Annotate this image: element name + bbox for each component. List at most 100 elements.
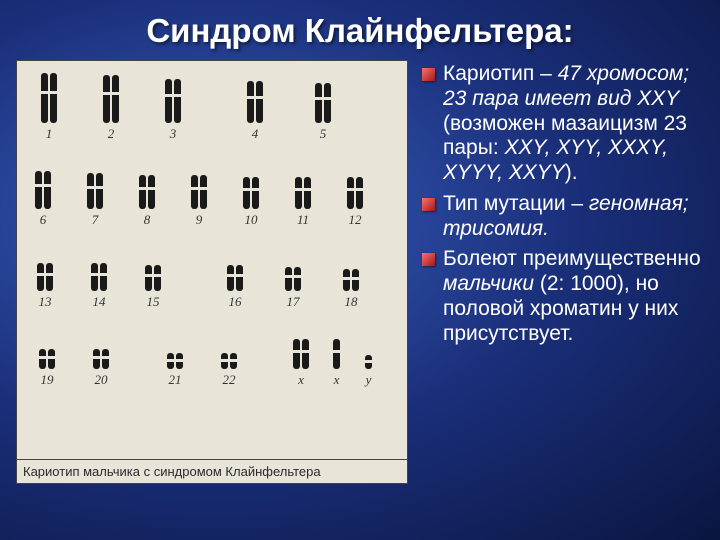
chromosome-number: 20 bbox=[95, 372, 108, 388]
text-run: Болеют преимущественно bbox=[443, 247, 701, 270]
chromatid bbox=[304, 177, 311, 209]
chromatid bbox=[365, 355, 372, 369]
chromosome-number: x bbox=[334, 372, 340, 388]
chromosome-shapes bbox=[139, 157, 155, 209]
chromosome-shapes bbox=[93, 317, 109, 369]
chromosome-shapes bbox=[247, 71, 263, 123]
chromatid bbox=[200, 175, 207, 209]
chromosome-shapes bbox=[315, 71, 331, 123]
chromatid bbox=[247, 81, 254, 123]
chromatid bbox=[96, 173, 103, 209]
chromosome-pair: x bbox=[293, 317, 309, 388]
chromosome-shapes bbox=[87, 157, 103, 209]
chromosome-number: 21 bbox=[169, 372, 182, 388]
chromosome-shapes bbox=[167, 317, 183, 369]
chromosome-shapes bbox=[37, 239, 53, 291]
chromosome-shapes bbox=[145, 239, 161, 291]
chromosome-number: 14 bbox=[93, 294, 106, 310]
chromosome-number: 2 bbox=[108, 126, 115, 142]
chromosome-pair: x bbox=[333, 317, 340, 388]
chromatid bbox=[100, 263, 107, 291]
chromatid bbox=[167, 353, 174, 369]
chromosome-number: 3 bbox=[170, 126, 177, 142]
chromosome-pair: 11 bbox=[295, 157, 311, 228]
chromosome-shapes bbox=[333, 317, 340, 369]
chromosome-number: 12 bbox=[349, 212, 362, 228]
chromatid bbox=[37, 263, 44, 291]
chromatid bbox=[46, 263, 53, 291]
chromatid bbox=[93, 349, 100, 369]
chromatid bbox=[35, 171, 42, 209]
chromatid bbox=[154, 265, 161, 291]
chromosome-pair: 6 bbox=[35, 157, 51, 228]
bullet-text: Тип мутации – геномная; трисомия. bbox=[443, 192, 704, 242]
chromatid bbox=[41, 73, 48, 123]
chromatid bbox=[44, 171, 51, 209]
chromosome-pair: 1 bbox=[41, 71, 57, 142]
chromosome-shapes bbox=[343, 239, 359, 291]
chromatid bbox=[236, 265, 243, 291]
chromosome-shapes bbox=[41, 71, 57, 123]
chromatid bbox=[191, 175, 198, 209]
text-run: ). bbox=[565, 161, 578, 184]
chromosome-pair: 8 bbox=[139, 157, 155, 228]
chromosome-shapes bbox=[35, 157, 51, 209]
chromosome-pair: 17 bbox=[285, 239, 301, 310]
chromatid bbox=[324, 83, 331, 123]
chromosome-shapes bbox=[221, 317, 237, 369]
chromosome-shapes bbox=[295, 157, 311, 209]
chromosome-number: 6 bbox=[40, 212, 47, 228]
chromatid bbox=[230, 353, 237, 369]
chromosome-pair: 19 bbox=[39, 317, 55, 388]
list-item: Кариотип – 47 хромосом; 23 пара имеет ви… bbox=[422, 62, 704, 186]
chromosome-pair: 14 bbox=[91, 239, 107, 310]
chromatid bbox=[48, 349, 55, 369]
chromosome-number: 9 bbox=[196, 212, 203, 228]
bullet-icon bbox=[422, 198, 435, 211]
chromosome-pair: y bbox=[365, 317, 372, 388]
chromatid bbox=[145, 265, 152, 291]
list-item: Тип мутации – геномная; трисомия. bbox=[422, 192, 704, 242]
chromosome-pair: 7 bbox=[87, 157, 103, 228]
content-row: 12345678910111213141516171819202122xxy К… bbox=[0, 60, 720, 484]
chromatid bbox=[333, 339, 340, 369]
chromosome-number: 8 bbox=[144, 212, 151, 228]
chromosome-pair: 12 bbox=[347, 157, 363, 228]
chromatid bbox=[352, 269, 359, 291]
bullet-icon bbox=[422, 68, 435, 81]
chromatid bbox=[102, 349, 109, 369]
chromosome-pair: 18 bbox=[343, 239, 359, 310]
bullet-icon bbox=[422, 253, 435, 266]
chromosome-shapes bbox=[39, 317, 55, 369]
chromatid bbox=[256, 81, 263, 123]
text-run: Кариотип – bbox=[443, 62, 558, 85]
bullet-text: Кариотип – 47 хромосом; 23 пара имеет ви… bbox=[443, 62, 704, 186]
chromatid bbox=[148, 175, 155, 209]
chromosome-shapes bbox=[243, 157, 259, 209]
chromatid bbox=[252, 177, 259, 209]
chromosome-number: 17 bbox=[287, 294, 300, 310]
chromosome-number: x bbox=[298, 372, 304, 388]
chromatid bbox=[87, 173, 94, 209]
chromosome-number: 18 bbox=[345, 294, 358, 310]
chromatid bbox=[294, 267, 301, 291]
chromosome-pair: 15 bbox=[145, 239, 161, 310]
chromatid bbox=[139, 175, 146, 209]
chromosome-shapes bbox=[347, 157, 363, 209]
chromatid bbox=[356, 177, 363, 209]
chromatid bbox=[176, 353, 183, 369]
chromosome-number: 11 bbox=[297, 212, 309, 228]
chromosome-shapes bbox=[365, 317, 372, 369]
chromatid bbox=[50, 73, 57, 123]
karyotype-caption: Кариотип мальчика с синдромом Клайнфельт… bbox=[16, 460, 408, 484]
chromatid bbox=[243, 177, 250, 209]
chromosome-number: 1 bbox=[46, 126, 53, 142]
chromatid bbox=[165, 79, 172, 123]
chromosome-number: 10 bbox=[245, 212, 258, 228]
slide-title: Синдром Клайнфельтера: bbox=[0, 0, 720, 60]
chromatid bbox=[285, 267, 292, 291]
chromosome-shapes bbox=[165, 71, 181, 123]
chromatid bbox=[347, 177, 354, 209]
chromosome-number: 13 bbox=[39, 294, 52, 310]
karyotype-figure: 12345678910111213141516171819202122xxy bbox=[16, 60, 408, 460]
